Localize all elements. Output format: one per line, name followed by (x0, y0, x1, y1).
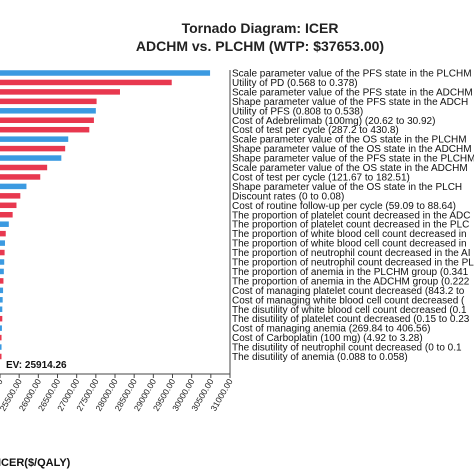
tornado-bar (0, 117, 94, 123)
row-label: Cost of test per cycle (287.2 to 430.8) (232, 125, 399, 136)
row-label: The proportion of anemia in the PLCHM gr… (232, 267, 469, 278)
row-label: The proportion of anemia in the ADCHM gr… (232, 276, 470, 287)
row-label: The disutility of white blood cell count… (232, 305, 467, 316)
row-label: The proportion of platelet count decreas… (232, 210, 470, 221)
tornado-bar (0, 325, 2, 331)
tornado-bar (0, 136, 69, 142)
row-label: The disutility of anemia (0.088 to 0.058… (232, 352, 408, 363)
row-label: Cost of managing anemia (269.84 to 406.5… (232, 324, 430, 335)
tornado-bar (0, 70, 211, 76)
tornado-bar (0, 344, 2, 350)
tornado-bar (0, 230, 6, 237)
row-label: The proportion of neutrophil count decre… (232, 248, 471, 259)
tornado-bar (0, 287, 4, 294)
tornado-bar (0, 221, 9, 227)
row-label: Scale parameter value of the PFS state i… (232, 87, 473, 98)
tornado-bar (0, 334, 2, 341)
row-label: The proportion of white blood cell count… (232, 229, 467, 240)
row-label: Shape parameter value of the PFS state i… (232, 97, 468, 108)
tornado-bar (0, 353, 2, 360)
tornado-bar (0, 79, 172, 86)
row-label: The proportion of platelet count decreas… (232, 220, 469, 231)
tornado-bar (0, 249, 5, 256)
row-label: Cost of managing platelet count decrease… (232, 286, 465, 297)
row-label: Scale parameter value of the OS state in… (232, 135, 467, 146)
row-label: The disutility of platelet count decreas… (232, 314, 470, 325)
tornado-bar (0, 297, 3, 303)
tornado-bar (0, 315, 3, 322)
tornado-bar (0, 278, 4, 284)
tornado-bar (0, 89, 120, 95)
chart-title: Tornado Diagram: ICER (181, 20, 339, 36)
bars-layer (0, 70, 211, 360)
tornado-bar (0, 306, 3, 312)
row-label: Cost of routine follow-up per cycle (59.… (232, 201, 456, 212)
tornado-bar (0, 202, 17, 209)
row-label: Shape parameter value of the PFS state i… (232, 154, 474, 165)
tornado-bar (0, 259, 5, 265)
row-label: Shape parameter value of the OS state in… (232, 182, 462, 193)
tornado-bar (0, 145, 66, 152)
tornado-bar (0, 108, 96, 114)
row-label: The proportion of neutrophil count decre… (232, 258, 474, 269)
row-label: Utility of PFS (0.808 to 0.538) (232, 106, 363, 117)
tornado-bar (0, 174, 41, 180)
tornado-bar (0, 126, 90, 133)
tornado-bar (0, 164, 48, 171)
row-label: Discount rates (0 to 0.08) (232, 191, 344, 202)
row-label: Scale parameter value of the PFS state i… (232, 69, 472, 80)
tornado-bar (0, 98, 97, 105)
row-label: Utility of PD (0.568 to 0.378) (232, 78, 358, 89)
tornado-bar (0, 183, 27, 190)
tornado-bar (0, 212, 13, 218)
ev-label: EV: 25914.26 (6, 360, 67, 371)
chart-subtitle: ADCHM vs. PLCHM (WTP: $37653.00) (135, 38, 385, 54)
row-label: Cost of Adebrelimab (100mg) (20.62 to 30… (232, 116, 435, 127)
x-axis-title: ICER($/QALY) (0, 457, 71, 469)
tornado-bar (0, 155, 62, 161)
row-label: The disutility of neutrophil count decre… (232, 343, 462, 354)
row-label: Cost of Carboplatin (100 mg) (4.92 to 3.… (232, 333, 423, 344)
row-label: Scale parameter value of the OS state in… (232, 163, 468, 174)
row-label: Cost of test per cycle (121.67 to 182.51… (232, 172, 410, 183)
x-ticks-layer: 25000.0025500.0026000.0026500.0027000.00… (0, 374, 235, 413)
tornado-bar (0, 240, 5, 246)
row-label: Shape parameter value of the OS state in… (232, 144, 472, 155)
tornado-bar (0, 193, 21, 199)
row-labels-layer: Scale parameter value of the PFS state i… (232, 69, 474, 364)
row-label: The proportion of white blood cell count… (232, 239, 467, 250)
tornado-bar (0, 268, 4, 275)
row-label: Cost of managing white blood cell count … (232, 295, 465, 306)
